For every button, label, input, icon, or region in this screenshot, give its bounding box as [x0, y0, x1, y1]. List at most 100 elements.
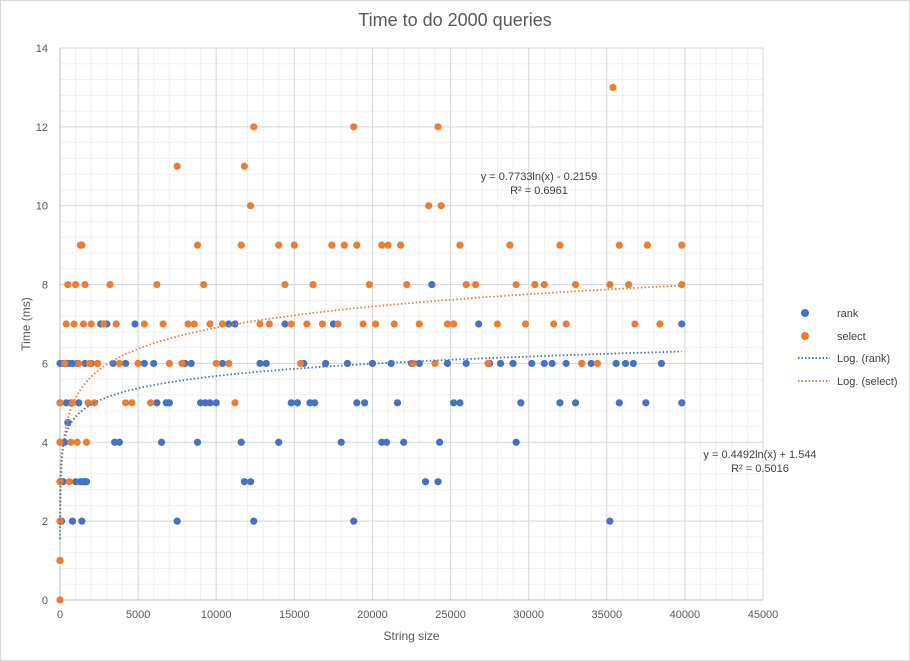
data-point-rank [287, 399, 295, 407]
data-point-select [240, 162, 248, 170]
data-point-select [571, 280, 580, 289]
data-point-rank [225, 320, 233, 328]
data-point-select [531, 280, 539, 289]
data-point-select [93, 359, 102, 368]
data-point-select [122, 399, 130, 407]
data-point-select [609, 83, 617, 92]
data-point-select [106, 280, 114, 289]
data-point-rank [212, 399, 220, 407]
data-point-select [318, 320, 327, 328]
data-point-select [309, 280, 317, 289]
data-point-rank [587, 359, 595, 368]
data-point-rank [556, 399, 564, 407]
data-point-select [190, 320, 198, 328]
data-point-select [281, 280, 289, 289]
data-point-rank [109, 359, 117, 368]
data-point-select [350, 123, 358, 131]
data-point-rank [250, 517, 258, 525]
data-point-select [82, 438, 91, 446]
data-point-select [256, 320, 264, 328]
data-point-select [61, 359, 69, 368]
data-point-select [656, 320, 664, 328]
data-point-select [212, 359, 220, 368]
legend-item-select[interactable]: select [801, 331, 866, 343]
data-point-rank [456, 399, 464, 407]
data-point-rank [153, 399, 161, 407]
data-point-select [225, 359, 233, 368]
data-point-rank [657, 359, 666, 368]
data-point-rank [68, 517, 77, 525]
data-point-select [390, 320, 398, 328]
data-point-rank [415, 359, 423, 368]
data-point-select [512, 280, 520, 289]
data-point-rank [615, 399, 623, 407]
data-point-select [384, 241, 392, 249]
data-point-select [540, 280, 548, 289]
data-point-select [184, 320, 192, 328]
data-point-select [578, 359, 586, 368]
data-point-select [231, 399, 239, 407]
data-point-rank [462, 359, 470, 368]
tick-labels: 0 5000 10000 15000 20000 25000 30000 35000 40000… [36, 43, 779, 621]
x-tick-label: 40000 [670, 609, 701, 621]
x-tick-label: 0 [57, 609, 63, 621]
data-point-select [153, 280, 161, 289]
data-point-select [173, 162, 181, 170]
data-point-rank [206, 399, 214, 407]
data-point-select [62, 320, 70, 328]
legend-item-rank[interactable]: rank [801, 308, 859, 320]
data-point-select [625, 280, 633, 289]
data-point-select [84, 399, 92, 407]
data-point-select [147, 399, 155, 407]
data-point-rank [78, 517, 86, 525]
rank-trend-equation: y = 0.4492ln(x) + 1.544 [703, 449, 816, 461]
data-point-rank [621, 359, 630, 368]
data-point-rank [122, 359, 130, 368]
data-point-select [365, 280, 373, 289]
data-point-select [237, 241, 245, 249]
data-point-rank [496, 359, 505, 368]
data-point-select [64, 280, 72, 289]
data-point-select [353, 241, 361, 249]
data-point-rank [434, 478, 442, 486]
data-points [56, 83, 686, 604]
data-point-select [56, 517, 64, 525]
data-point-rank [82, 478, 91, 486]
data-point-rank [240, 478, 248, 486]
data-point-rank [281, 320, 289, 328]
data-point-select [165, 359, 173, 368]
data-point-select [250, 123, 258, 131]
data-point-rank [393, 399, 402, 407]
data-point-select [493, 320, 502, 328]
data-point-select [340, 241, 348, 249]
data-point-select [70, 320, 78, 328]
data-point-select [159, 320, 167, 328]
data-point-rank [382, 438, 391, 446]
data-point-select [431, 359, 439, 368]
data-point-rank [173, 517, 181, 525]
trendline-log-rank- [59, 350, 682, 540]
y-tick-label: 4 [42, 437, 48, 449]
data-point-rank [642, 399, 650, 407]
data-point-select [296, 359, 305, 368]
data-point-select [56, 596, 64, 604]
data-point-select [615, 241, 623, 249]
data-point-select [75, 359, 83, 368]
data-point-rank [150, 359, 158, 368]
data-point-rank [540, 359, 548, 368]
data-point-rank [237, 438, 245, 446]
legend-item-log-rank[interactable]: Log. (rank) [798, 353, 890, 365]
y-tick-label: 6 [42, 358, 48, 370]
data-point-rank [400, 438, 408, 446]
data-point-rank [548, 359, 556, 368]
data-point-rank [218, 359, 227, 368]
data-point-rank [421, 478, 430, 486]
data-point-select [67, 438, 75, 446]
data-point-rank [606, 517, 614, 525]
data-point-select [128, 399, 136, 407]
data-point-select [86, 359, 94, 368]
legend-item-log-select[interactable]: Log. (select) [798, 376, 898, 388]
data-point-select [521, 320, 530, 328]
data-point-select [562, 320, 570, 328]
